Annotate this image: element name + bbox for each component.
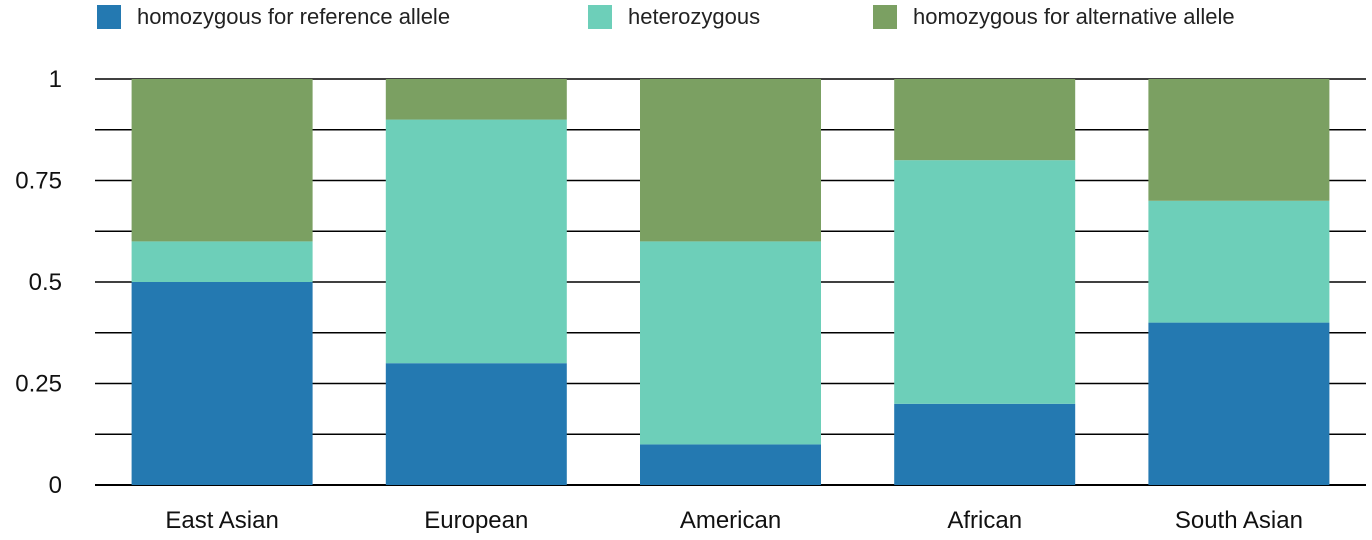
bar-south-asian-series-0: [1148, 322, 1330, 485]
bar-east-asian-series-0: [131, 282, 313, 485]
y-tick-label-3: 0.75: [15, 168, 62, 195]
legend-label-alt: homozygous for alternative allele: [913, 4, 1235, 29]
x-tick-label-0: East Asian: [165, 507, 278, 534]
legend: homozygous for reference allele heterozy…: [97, 4, 1235, 29]
legend-label-het: heterozygous: [628, 4, 760, 29]
bar-european-series-2: [385, 79, 567, 120]
legend-swatch-ref: [97, 5, 121, 29]
x-tick-label-3: African: [947, 507, 1022, 534]
bar-american-series-2: [640, 79, 821, 242]
x-axis: East Asian European American African South A…: [165, 507, 1303, 534]
y-tick-label-2: 0.5: [29, 269, 62, 296]
legend-label-ref: homozygous for reference allele: [137, 4, 450, 29]
bar-american-series-0: [640, 444, 821, 485]
bar-south-asian-series-2: [1148, 79, 1330, 201]
y-axis: 0 0.25 0.5 0.75 1: [15, 66, 62, 499]
x-tick-label-4: South Asian: [1175, 507, 1303, 534]
bars: [131, 79, 1330, 485]
legend-swatch-het: [588, 5, 612, 29]
bar-american-series-1: [640, 241, 821, 445]
legend-swatch-alt: [873, 5, 897, 29]
x-tick-label-2: American: [680, 507, 781, 534]
y-tick-label-1: 0.25: [15, 371, 62, 398]
bar-south-asian-series-1: [1148, 200, 1330, 323]
bar-east-asian-series-2: [131, 79, 313, 242]
bar-european-series-1: [385, 119, 567, 364]
bar-african-series-0: [894, 403, 1076, 485]
bar-european-series-0: [385, 363, 567, 485]
bar-african-series-1: [894, 160, 1076, 404]
bar-east-asian-series-1: [131, 241, 313, 282]
bar-african-series-2: [894, 79, 1076, 161]
y-tick-label-4: 1: [49, 66, 62, 93]
y-tick-label-0: 0: [49, 472, 62, 499]
x-tick-label-1: European: [424, 507, 528, 534]
